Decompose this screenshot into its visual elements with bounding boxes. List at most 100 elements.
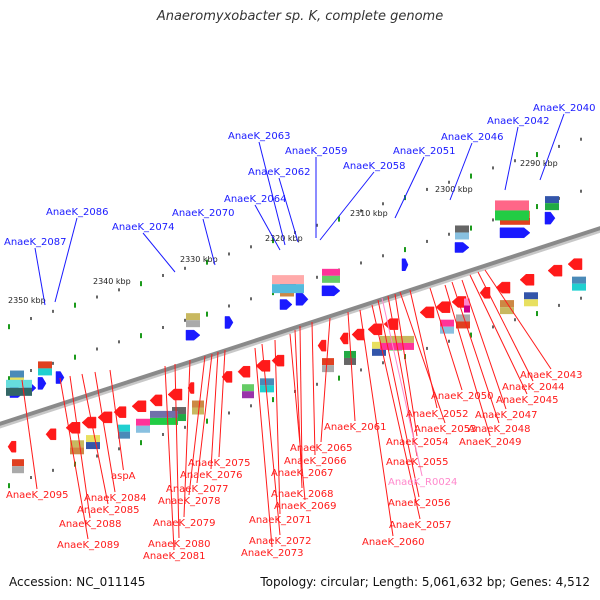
annotation-block	[455, 232, 469, 240]
annotation-block	[572, 276, 586, 284]
gene-label[interactable]: AnaeK_2044	[502, 382, 564, 393]
gene-label[interactable]: AnaeK_2045	[496, 395, 558, 406]
gene-label[interactable]: AnaeK_2067	[271, 468, 333, 479]
track-tick	[448, 180, 450, 184]
track-tick	[52, 468, 54, 472]
gene-label[interactable]: AnaeK_2072	[249, 536, 311, 547]
track-tick	[470, 225, 472, 231]
gene-label[interactable]: AnaeK_2070	[172, 208, 234, 219]
leader-line	[81, 373, 109, 505]
feature-tracks	[6, 196, 586, 474]
gene-label[interactable]: AnaeK_2060	[362, 537, 424, 548]
track-tick	[316, 275, 318, 279]
gene-label[interactable]: AnaeK_2078	[158, 496, 220, 507]
gene-label[interactable]: AnaeK_2063	[228, 131, 290, 142]
leader-lines	[21, 113, 565, 551]
annotation-block	[456, 314, 470, 322]
gene-label[interactable]: AnaeK_2048	[468, 424, 530, 435]
reverse-cds	[567, 258, 583, 270]
gene-label[interactable]: AnaeK_2075	[188, 458, 250, 469]
track-tick	[52, 309, 54, 313]
track-tick	[140, 281, 142, 287]
leader-line	[278, 177, 299, 243]
track-tick	[360, 368, 362, 372]
gene-label[interactable]: AnaeK_2073	[241, 548, 303, 559]
leader-line	[371, 304, 421, 520]
annotation-block	[380, 335, 414, 343]
leader-line	[261, 343, 281, 536]
gene-label[interactable]: AnaeK_2064	[224, 194, 286, 205]
gene-label[interactable]: AnaeK_2066	[284, 456, 346, 467]
gene-label[interactable]: AnaeK_2095	[6, 490, 68, 501]
gene-label[interactable]: AnaeK_2040	[533, 103, 595, 114]
gene-label[interactable]: AnaeK_2054	[386, 437, 448, 448]
forward-cds	[37, 377, 47, 390]
rna-label[interactable]: AnaeK_R0024	[388, 477, 457, 488]
gene-label[interactable]: AnaeK_2050	[431, 391, 493, 402]
track-tick	[250, 404, 252, 408]
gene-label[interactable]: AnaeK_2047	[475, 410, 537, 421]
gene-label[interactable]: AnaeK_2065	[290, 443, 352, 454]
annotation-block	[524, 299, 538, 307]
gene-label[interactable]: AnaeK_2042	[487, 116, 549, 127]
gene-label[interactable]: aspA	[111, 471, 136, 482]
gene-label[interactable]: AnaeK_2051	[393, 146, 455, 157]
forward-cds	[499, 227, 531, 239]
annotation-block	[372, 348, 386, 356]
gene-label[interactable]: AnaeK_2071	[249, 515, 311, 526]
annotation-block	[322, 268, 340, 276]
forward-cds	[279, 299, 293, 310]
gene-label[interactable]: AnaeK_2087	[4, 237, 66, 248]
forward-cds	[55, 371, 65, 384]
gene-label[interactable]: AnaeK_2089	[57, 540, 119, 551]
gene-label[interactable]: AnaeK_2074	[112, 222, 174, 233]
track-tick	[96, 347, 98, 351]
map-title: Anaeromyxobacter sp. K, complete genome	[156, 9, 444, 24]
gene-label[interactable]: AnaeK_2052	[406, 409, 468, 420]
gene-label[interactable]: AnaeK_2062	[248, 167, 310, 178]
reverse-cds	[97, 411, 113, 424]
annotation-block	[118, 424, 130, 432]
gene-label[interactable]: AnaeK_2079	[153, 518, 215, 529]
track-tick	[448, 232, 450, 236]
leader-line	[202, 218, 216, 266]
leader-line	[258, 141, 286, 246]
gene-label[interactable]: AnaeK_2069	[274, 501, 336, 512]
gene-label[interactable]: AnaeK_2085	[77, 505, 139, 516]
gene-label[interactable]: AnaeK_2076	[180, 470, 242, 481]
gene-label[interactable]: AnaeK_2053	[414, 424, 476, 435]
annotation-block	[456, 321, 470, 329]
gene-label[interactable]: AnaeK_2077	[166, 484, 228, 495]
gene-label[interactable]: AnaeK_2061	[324, 422, 386, 433]
annotation-block	[10, 370, 24, 378]
gene-label[interactable]: AnaeK_2059	[285, 146, 347, 157]
gene-label[interactable]: AnaeK_2055	[386, 457, 448, 468]
reverse-cds	[383, 318, 399, 330]
gene-label[interactable]: AnaeK_2084	[84, 493, 146, 504]
track-tick	[272, 238, 274, 244]
gene-label[interactable]: AnaeK_2046	[441, 132, 503, 143]
annotation-block	[524, 292, 538, 300]
gene-label[interactable]: AnaeK_2043	[520, 370, 582, 381]
track-tick	[580, 189, 582, 193]
gene-label[interactable]: AnaeK_2057	[389, 520, 451, 531]
gene-label[interactable]: AnaeK_2058	[343, 161, 405, 172]
leader-line	[188, 355, 206, 496]
leader-line	[539, 113, 565, 181]
annotation-block	[6, 379, 32, 388]
track-tick	[184, 318, 186, 322]
annotation-block	[440, 326, 454, 334]
track-tick	[316, 223, 318, 227]
leader-line	[210, 351, 219, 470]
gene-label[interactable]: AnaeK_2049	[459, 437, 521, 448]
leader-line	[289, 333, 306, 501]
annotation-block	[464, 305, 470, 313]
annotation-block	[172, 414, 186, 422]
gene-label[interactable]: AnaeK_2081	[143, 551, 205, 562]
gene-label[interactable]: AnaeK_2080	[148, 539, 210, 550]
gene-label[interactable]: AnaeK_2086	[46, 207, 108, 218]
gene-label[interactable]: AnaeK_2088	[59, 519, 121, 530]
gene-label[interactable]: AnaeK_2068	[271, 489, 333, 500]
gene-label[interactable]: AnaeK_2056	[388, 498, 450, 509]
